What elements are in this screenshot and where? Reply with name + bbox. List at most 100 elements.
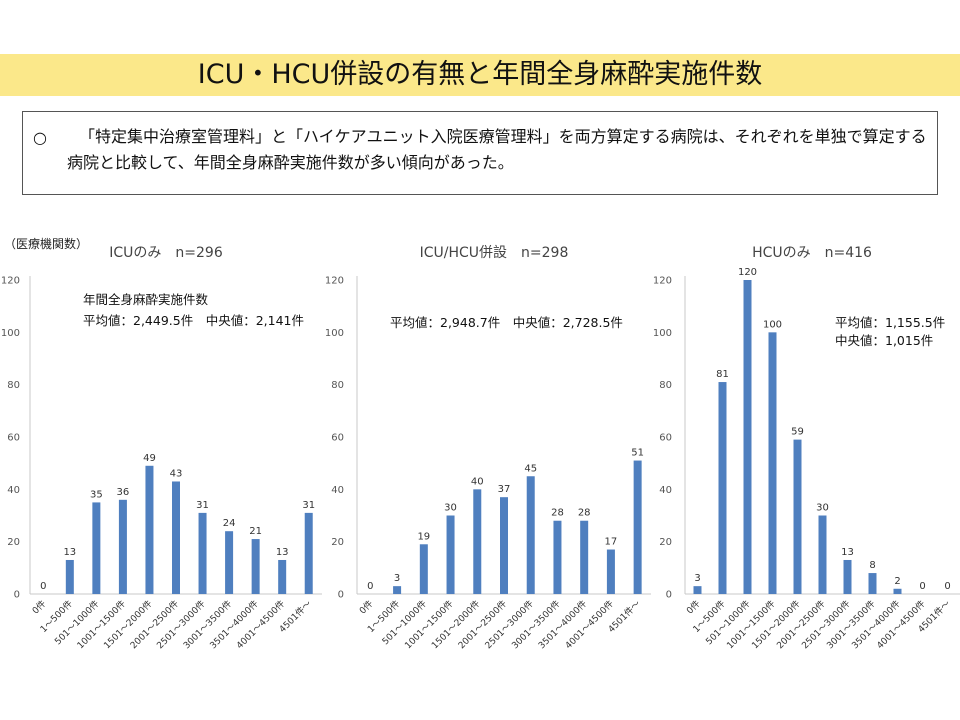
- y-tick-label: 20: [7, 537, 20, 548]
- bar: [92, 502, 101, 594]
- data-label: 30: [816, 503, 829, 514]
- data-label: 120: [738, 267, 757, 278]
- bar: [743, 280, 752, 594]
- data-label: 3: [394, 573, 400, 584]
- bar: [606, 549, 615, 594]
- bar: [693, 586, 702, 594]
- summary-bullet: ○: [33, 128, 47, 147]
- bar: [198, 512, 207, 594]
- bar: [393, 586, 402, 594]
- y-tick-label: 80: [331, 380, 344, 391]
- bar: [718, 382, 727, 594]
- y-axis-unit-note: （医療機関数）: [4, 237, 89, 251]
- data-label: 24: [223, 518, 236, 529]
- bar: [500, 497, 508, 594]
- chart-title: HCUのみ n=416: [752, 245, 872, 261]
- y-tick-label: 60: [7, 433, 20, 444]
- data-label: 45: [524, 463, 537, 474]
- bar: [172, 481, 180, 594]
- data-label: 49: [143, 453, 156, 464]
- y-tick-label: 0: [338, 590, 344, 601]
- bar: [553, 520, 562, 594]
- data-label: 81: [716, 369, 729, 380]
- y-tick-label: 120: [653, 276, 672, 287]
- bar: [65, 559, 74, 594]
- bar: [419, 544, 428, 594]
- y-tick-label: 120: [1, 276, 20, 287]
- bar: [473, 489, 482, 594]
- bar: [868, 573, 877, 594]
- y-tick-label: 40: [659, 485, 672, 496]
- data-label: 35: [90, 489, 103, 500]
- chart-annotation: 年間全身麻酔実施件数: [83, 292, 209, 307]
- y-tick-label: 40: [7, 485, 20, 496]
- bar: [225, 531, 234, 594]
- title-banner: [0, 54, 960, 96]
- y-tick-label: 20: [659, 537, 672, 548]
- bar: [526, 476, 535, 594]
- chart-title: ICU/HCU併設 n=298: [420, 245, 569, 261]
- data-label: 13: [276, 547, 289, 558]
- data-label: 100: [763, 319, 782, 330]
- bar: [893, 588, 902, 594]
- data-label: 13: [63, 547, 76, 558]
- bar: [818, 515, 827, 594]
- data-label: 21: [249, 526, 262, 537]
- data-label: 19: [417, 531, 430, 542]
- data-label: 0: [367, 581, 373, 592]
- data-label: 28: [578, 508, 591, 519]
- data-label: 40: [471, 476, 484, 487]
- chart-title: ICUのみ n=296: [109, 245, 223, 261]
- data-label: 43: [170, 468, 183, 479]
- y-tick-label: 80: [7, 380, 20, 391]
- bar: [446, 515, 455, 594]
- y-tick-label: 100: [653, 328, 672, 339]
- data-label: 51: [631, 448, 644, 459]
- data-label: 0: [919, 581, 925, 592]
- page-title: ICU・HCU併設の有無と年間全身麻酔実施件数: [197, 59, 763, 90]
- bar: [278, 559, 287, 594]
- bar: [793, 439, 802, 594]
- y-tick-label: 0: [14, 590, 20, 601]
- y-tick-label: 120: [325, 276, 344, 287]
- chart-annotation: 平均値：1,155.5件: [835, 315, 945, 330]
- bar: [145, 465, 154, 594]
- y-tick-label: 100: [325, 328, 344, 339]
- data-label: 30: [444, 503, 457, 514]
- data-label: 8: [869, 560, 875, 571]
- bar: [304, 512, 313, 594]
- bar: [580, 520, 589, 594]
- chart-annotation: 中央値：1,015件: [835, 333, 933, 348]
- y-tick-label: 40: [331, 485, 344, 496]
- data-label: 59: [791, 427, 804, 438]
- x-tick-label: 0件: [357, 598, 376, 617]
- data-label: 31: [302, 500, 315, 511]
- data-label: 37: [498, 484, 511, 495]
- data-label: 2: [894, 576, 900, 587]
- chart-annotation: 平均値：2,449.5件 中央値：2,141件: [83, 313, 304, 328]
- y-tick-label: 60: [659, 433, 672, 444]
- bar: [768, 332, 777, 594]
- bar: [118, 499, 127, 594]
- y-tick-label: 80: [659, 380, 672, 391]
- data-label: 36: [117, 487, 130, 498]
- y-tick-label: 100: [1, 328, 20, 339]
- data-label: 17: [605, 537, 618, 548]
- x-tick-label: 0件: [29, 598, 48, 617]
- y-tick-label: 0: [666, 590, 672, 601]
- summary-text: 「特定集中治療室管理料」と「ハイケアユニット入院医療管理料」を両方算定する病院は…: [67, 127, 927, 172]
- data-label: 28: [551, 508, 564, 519]
- data-label: 31: [196, 500, 209, 511]
- y-tick-label: 20: [331, 537, 344, 548]
- data-label: 13: [841, 547, 854, 558]
- y-tick-label: 60: [331, 433, 344, 444]
- bar: [251, 539, 260, 594]
- x-tick-label: 0件: [684, 598, 703, 617]
- data-label: 3: [694, 573, 700, 584]
- data-label: 0: [40, 581, 46, 592]
- bar: [633, 460, 642, 594]
- summary-box: ○ 「特定集中治療室管理料」と「ハイケアユニット入院医療管理料」を両方算定する病…: [22, 111, 938, 195]
- data-label: 0: [944, 581, 950, 592]
- chart-annotation: 平均値：2,948.7件 中央値：2,728.5件: [390, 315, 623, 330]
